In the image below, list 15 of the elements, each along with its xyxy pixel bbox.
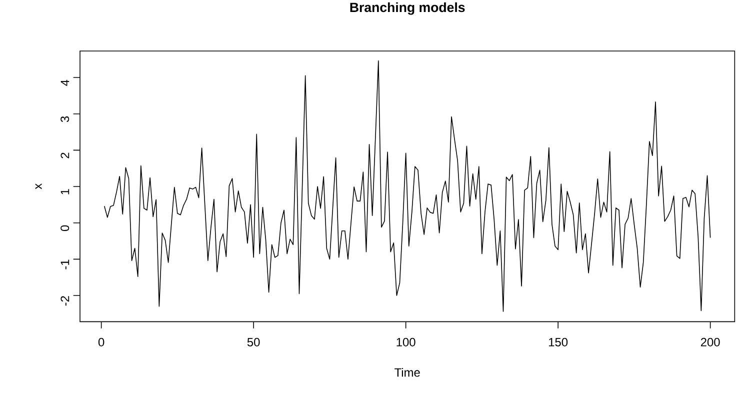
chart-title: Branching models <box>350 2 465 15</box>
y-tick-label: 1 <box>60 189 70 194</box>
y-tick-label: 2 <box>60 152 70 158</box>
y-tick-label: -1 <box>60 260 70 270</box>
x-tick-label: 50 <box>247 338 260 346</box>
y-tick-label: -2 <box>60 296 70 306</box>
x-tick-label: 0 <box>98 338 104 346</box>
y-tick-label: 0 <box>60 225 70 232</box>
x-tick-label: 150 <box>549 338 568 346</box>
x-tick-label: 100 <box>396 338 416 346</box>
y-tick-label: 3 <box>60 116 70 122</box>
x-axis-title: Time <box>394 368 420 377</box>
y-tick-label: 4 <box>60 80 70 86</box>
y-axis-title: x <box>35 183 42 190</box>
x-tick-label: 200 <box>700 338 720 346</box>
